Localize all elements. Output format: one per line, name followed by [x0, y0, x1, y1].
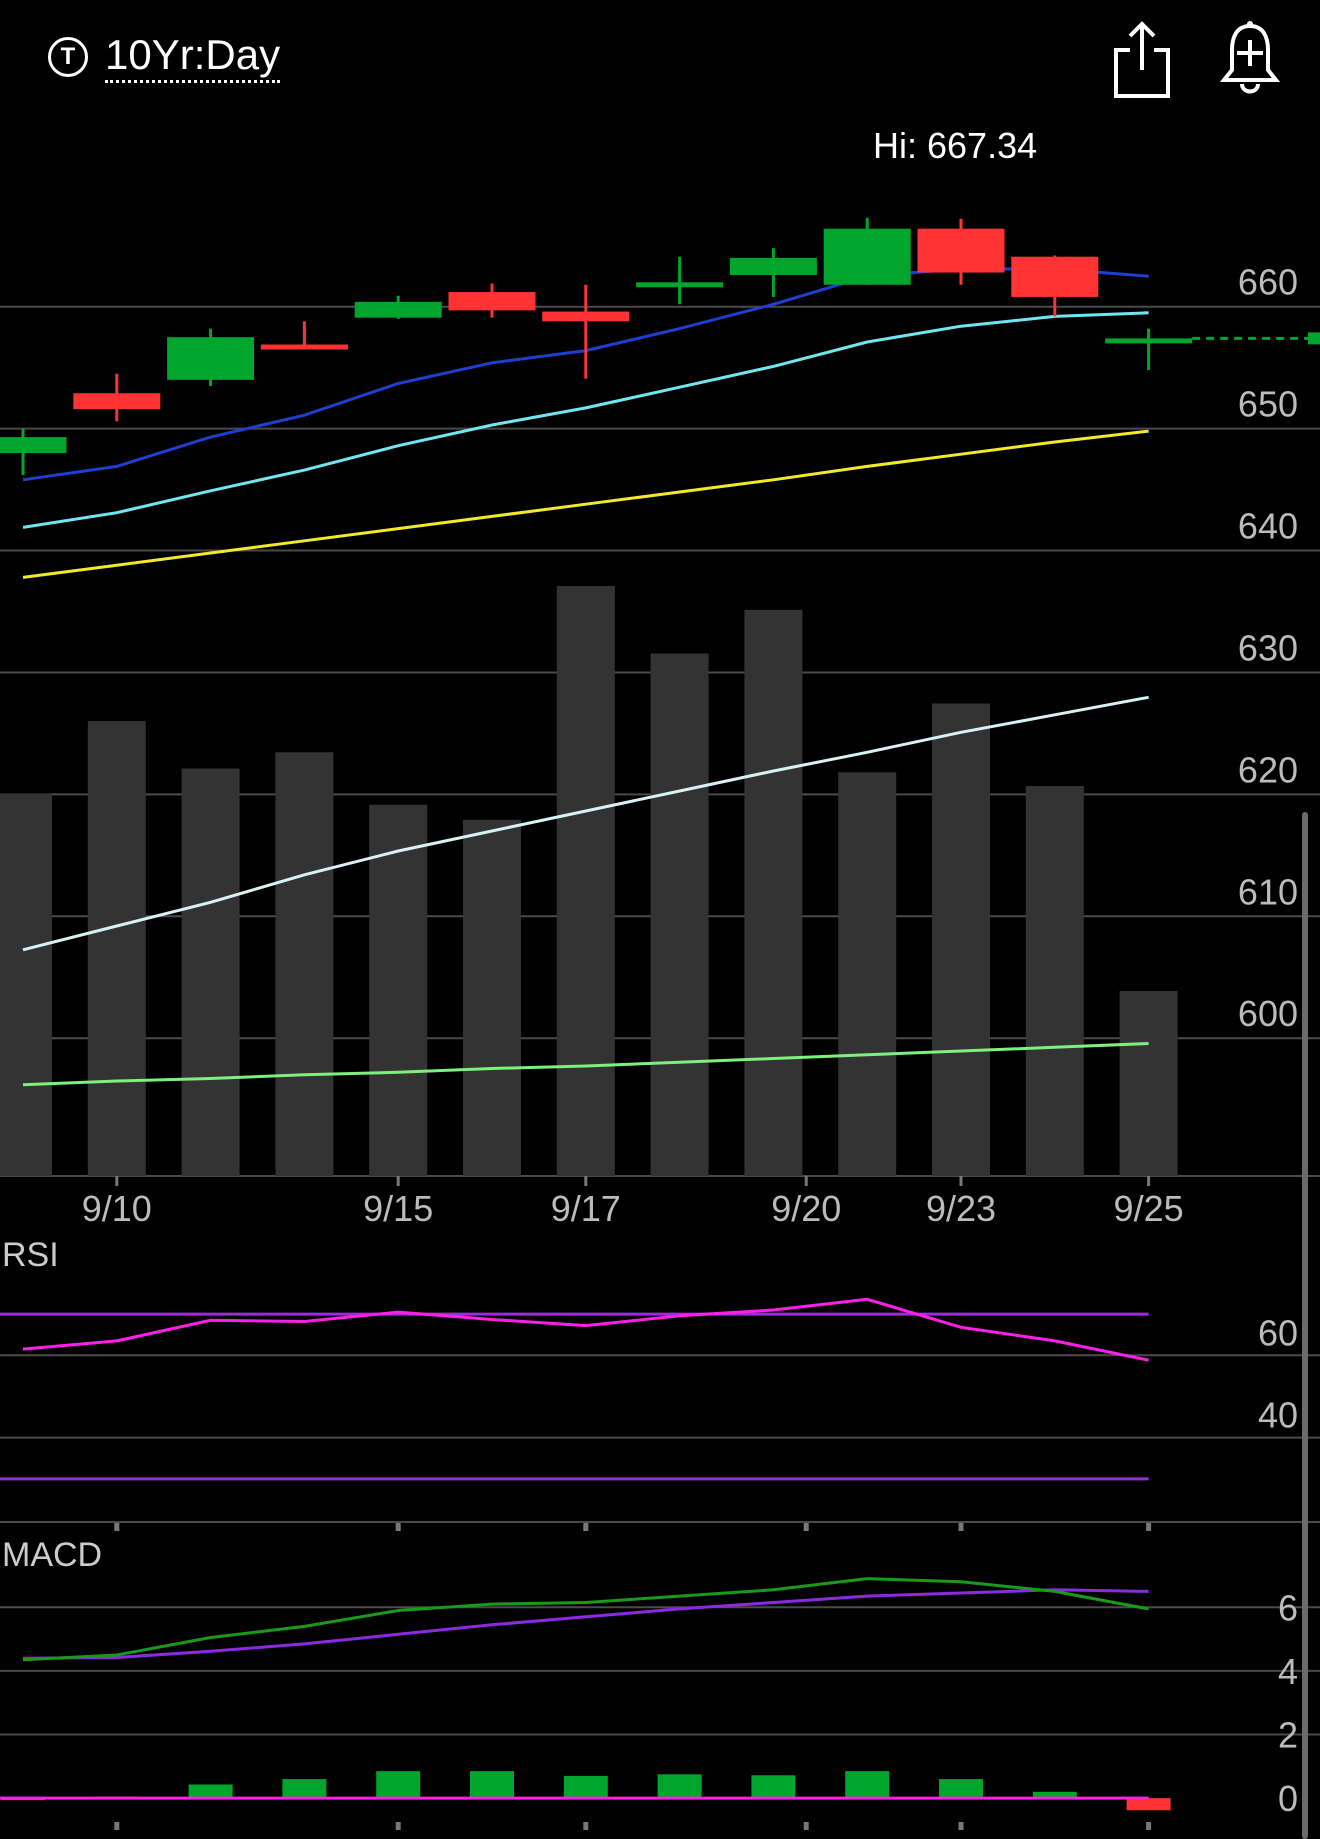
volume-bar	[1119, 991, 1178, 1176]
macd-signal-line	[22, 1588, 1149, 1660]
date-label: 9/17	[551, 1188, 621, 1229]
candle-body	[1105, 338, 1193, 344]
volume-bar	[744, 609, 803, 1176]
date-label: 9/25	[1114, 1188, 1184, 1229]
scrollbar[interactable]	[1302, 812, 1308, 1839]
moving-average-line	[22, 429, 1149, 579]
macd-histogram-bar	[1032, 1791, 1077, 1799]
macd-histogram-bar	[657, 1774, 702, 1799]
macd-panel-label: MACD	[2, 1536, 102, 1574]
add-alert-icon[interactable]	[1218, 18, 1282, 102]
hi-label: Hi: 667.34	[873, 125, 1037, 166]
volume-bar	[932, 703, 990, 1176]
price-axis-label: 640	[1238, 506, 1298, 547]
macd-axis-label: 4	[1278, 1651, 1298, 1692]
date-label: 9/20	[771, 1188, 841, 1229]
timeframe-selector[interactable]: 10Yr:Day	[105, 30, 281, 83]
price-axis-label: 600	[1238, 993, 1298, 1034]
candle-body	[73, 393, 161, 410]
rsi-axis-label: 60	[1258, 1312, 1298, 1353]
candle-body	[448, 292, 536, 311]
macd-histogram-bar	[939, 1779, 983, 1799]
candle-body	[823, 228, 911, 285]
candle-body	[354, 301, 442, 318]
volume-bar	[181, 768, 240, 1176]
price-axis-label: 630	[1238, 627, 1298, 668]
volume-bar	[0, 793, 52, 1176]
date-label: 9/10	[82, 1188, 152, 1229]
volume-bar	[463, 819, 521, 1176]
volume-ma-line	[22, 695, 1149, 952]
macd-axis-label: 0	[1278, 1778, 1298, 1819]
candle-body	[542, 311, 630, 322]
price-axis-label: 660	[1238, 262, 1298, 303]
last-price-marker	[1308, 332, 1320, 345]
candle-body	[167, 337, 255, 380]
share-icon[interactable]	[1110, 18, 1174, 102]
volume-bar	[650, 653, 709, 1176]
volume-bar	[556, 586, 615, 1176]
macd-histogram-bar	[470, 1771, 514, 1799]
volume-bar	[275, 752, 334, 1176]
volume-bar	[87, 721, 146, 1176]
macd-histogram-bar	[563, 1775, 608, 1799]
macd-line	[22, 1577, 1149, 1662]
volume-bar	[369, 804, 428, 1176]
chart-header: T 10Yr:Day	[0, 0, 1320, 120]
price-axis-label: 610	[1238, 871, 1298, 912]
rsi-axis-label: 40	[1258, 1395, 1298, 1436]
macd-histogram-bar	[1126, 1798, 1171, 1811]
candle-body	[636, 282, 724, 288]
rsi-line	[22, 1297, 1149, 1362]
candle-body	[917, 228, 1005, 273]
ticker-type-icon: T	[48, 37, 88, 77]
macd-axis-label: 2	[1278, 1715, 1298, 1756]
rsi-panel-label: RSI	[2, 1236, 59, 1274]
macd-histogram-bar	[376, 1771, 421, 1799]
candle-body	[729, 257, 817, 275]
macd-histogram-bar	[845, 1771, 890, 1799]
volume-bar	[1025, 786, 1084, 1176]
candle-body	[0, 437, 67, 453]
date-label: 9/23	[926, 1188, 996, 1229]
moving-average-line	[22, 311, 1149, 529]
macd-histogram-bar	[188, 1784, 233, 1799]
macd-axis-label: 6	[1278, 1587, 1298, 1628]
price-axis-label: 650	[1238, 384, 1298, 425]
volume-ma2-line	[22, 1042, 1149, 1087]
candle-body	[260, 344, 348, 350]
macd-histogram-bar	[751, 1775, 796, 1799]
volume-bar	[838, 772, 897, 1176]
price-axis-label: 620	[1238, 749, 1298, 790]
macd-histogram-bar	[282, 1779, 327, 1799]
candle-body	[1011, 256, 1099, 297]
date-label: 9/15	[363, 1188, 433, 1229]
